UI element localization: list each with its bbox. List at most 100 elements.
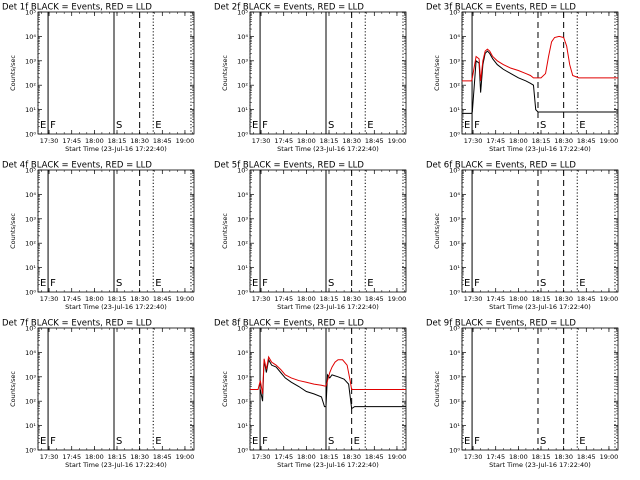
y-axis-label: Counts/sec <box>9 213 17 249</box>
y-tick-label: 10⁵ <box>25 9 36 17</box>
plot-frame <box>249 169 407 293</box>
y-tick-label: 10⁵ <box>237 325 248 333</box>
marker-label: E <box>464 278 470 289</box>
marker-label: E <box>40 278 46 289</box>
y-tick-label: 10⁴ <box>25 191 36 199</box>
marker-label: S <box>540 120 546 131</box>
x-tick-label: 18:30 <box>130 453 149 461</box>
x-tick-label: 18:15 <box>532 453 551 461</box>
x-tick-label: 18:15 <box>108 453 127 461</box>
panel-det-8: Det 8f BLACK = Events, RED = LLD 10⁰ 10¹ 10… <box>214 319 407 469</box>
x-tick-label: 18:15 <box>108 295 127 303</box>
x-axis-label: Start Time (23-Jul-16 17:22:40) <box>277 461 379 469</box>
marker-label: E <box>579 436 585 447</box>
series-line-lld <box>462 35 618 82</box>
x-tick-label: 18:15 <box>532 295 551 303</box>
x-tick-label: 18:00 <box>509 295 528 303</box>
y-tick-label: 10¹ <box>449 264 460 272</box>
x-tick-label: 19:00 <box>388 137 407 145</box>
marker-label: E <box>40 436 46 447</box>
x-tick-label: 18:45 <box>365 453 384 461</box>
marker-label: S <box>116 120 122 131</box>
x-axis-label: Start Time (23-Jul-16 17:22:40) <box>65 461 167 469</box>
panel-det-6: Det 6f BLACK = Events, RED = LLD 10⁰ 10¹ 10… <box>426 161 619 311</box>
x-axis-label: Start Time (23-Jul-16 17:22:40) <box>489 461 591 469</box>
x-tick-label: 17:45 <box>62 453 81 461</box>
y-tick-label: 10² <box>449 398 460 406</box>
marker-label: F <box>262 120 268 131</box>
panel-title: Det 4f BLACK = Events, RED = LLD <box>2 161 152 171</box>
plot-frame <box>37 11 195 135</box>
y-tick-label: 10² <box>449 240 460 248</box>
series-line-lld <box>250 355 406 394</box>
panel-title: Det 1f BLACK = Events, RED = LLD <box>2 3 152 13</box>
x-tick-label: 18:15 <box>320 295 339 303</box>
x-tick-label: 18:15 <box>532 137 551 145</box>
y-tick-label: 10³ <box>237 215 248 223</box>
x-tick-label: 18:00 <box>85 453 104 461</box>
plot-frame <box>249 327 407 451</box>
marker-label: S <box>328 278 334 289</box>
x-tick-label: 18:45 <box>365 137 384 145</box>
x-tick-label: 17:30 <box>40 453 59 461</box>
y-tick-label: 10³ <box>25 215 36 223</box>
marker-label: S <box>540 436 546 447</box>
y-tick-label: 10¹ <box>25 264 36 272</box>
marker-label: E <box>354 436 360 447</box>
x-tick-label: 18:45 <box>153 295 172 303</box>
x-tick-label: 18:00 <box>297 295 316 303</box>
marker-label: F <box>474 120 480 131</box>
x-tick-label: 17:45 <box>62 137 81 145</box>
marker-label: E <box>579 278 585 289</box>
x-tick-label: 17:30 <box>464 137 483 145</box>
x-tick-label: 18:00 <box>297 453 316 461</box>
x-tick-label: 19:00 <box>600 453 619 461</box>
x-axis-label: Start Time (23-Jul-16 17:22:40) <box>277 145 379 153</box>
y-tick-label: 10⁵ <box>25 325 36 333</box>
plot-frame <box>37 169 195 293</box>
panel-title: Det 8f BLACK = Events, RED = LLD <box>214 319 364 329</box>
y-tick-label: 10¹ <box>449 106 460 114</box>
y-tick-label: 10³ <box>237 57 248 65</box>
y-tick-label: 10⁰ <box>237 131 248 139</box>
y-axis-label: Counts/sec <box>221 213 229 249</box>
marker-label: E <box>464 436 470 447</box>
x-tick-label: 17:45 <box>486 453 505 461</box>
x-tick-label: 18:00 <box>509 137 528 145</box>
y-axis-label: Counts/sec <box>221 371 229 407</box>
x-tick-label: 19:00 <box>600 137 619 145</box>
y-tick-label: 10⁰ <box>449 131 460 139</box>
x-axis-label: Start Time (23-Jul-16 17:22:40) <box>65 145 167 153</box>
panel-title: Det 5f BLACK = Events, RED = LLD <box>214 161 364 171</box>
y-tick-label: 10² <box>449 82 460 90</box>
marker-label: F <box>50 278 56 289</box>
marker-label: F <box>50 120 56 131</box>
x-tick-label: 17:30 <box>252 295 271 303</box>
y-axis-label: Counts/sec <box>433 213 441 249</box>
x-tick-label: 19:00 <box>176 137 195 145</box>
x-tick-label: 18:30 <box>342 295 361 303</box>
panel-det-3: Det 3f BLACK = Events, RED = LLD 10⁰ 10¹ 10… <box>426 3 619 153</box>
x-tick-label: 17:30 <box>40 137 59 145</box>
panel-title: Det 3f BLACK = Events, RED = LLD <box>426 3 576 13</box>
x-tick-label: 17:30 <box>40 295 59 303</box>
x-tick-label: 19:00 <box>388 295 407 303</box>
x-tick-label: 17:45 <box>62 295 81 303</box>
y-axis-label: Counts/sec <box>221 55 229 91</box>
x-tick-label: 17:45 <box>274 137 293 145</box>
y-tick-label: 10³ <box>449 215 460 223</box>
panel-det-7: Det 7f BLACK = Events, RED = LLD 10⁰ 10¹ 10… <box>2 319 195 469</box>
panel-det-1: Det 1f BLACK = Events, RED = LLD 10⁰ 10¹ 10… <box>2 3 195 153</box>
y-tick-label: 10⁵ <box>25 167 36 175</box>
y-tick-label: 10⁴ <box>449 191 460 199</box>
x-tick-label: 19:00 <box>388 453 407 461</box>
x-tick-label: 18:45 <box>365 295 384 303</box>
x-tick-label: 18:00 <box>297 137 316 145</box>
plot-frame <box>37 327 195 451</box>
x-tick-label: 17:45 <box>274 295 293 303</box>
marker-label: S <box>540 278 546 289</box>
marker-label: E <box>155 278 161 289</box>
x-tick-label: 17:30 <box>252 453 271 461</box>
y-tick-label: 10⁵ <box>449 167 460 175</box>
